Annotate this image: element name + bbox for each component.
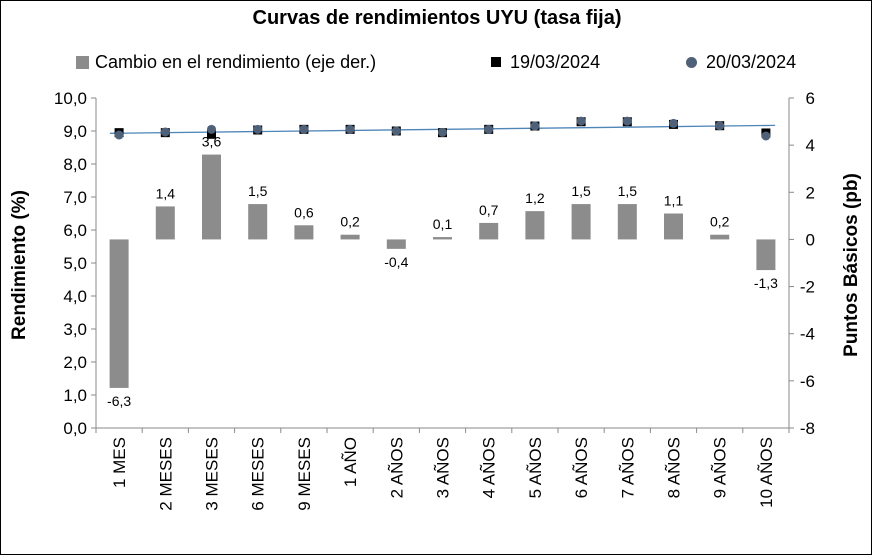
y-tick-label-left: 1,0 bbox=[63, 386, 87, 405]
bar-change bbox=[294, 225, 314, 240]
marker-20-03 bbox=[345, 124, 355, 134]
bar-change bbox=[710, 234, 730, 240]
bar-change bbox=[433, 237, 452, 240]
bar-change bbox=[525, 211, 545, 240]
y-tick-label-right: -8 bbox=[800, 419, 815, 438]
y-tick-label-right: -2 bbox=[800, 278, 815, 297]
bar-change bbox=[109, 239, 129, 388]
bar-change bbox=[248, 204, 268, 240]
x-tick-label: 6 MESES bbox=[249, 437, 268, 511]
legend-swatch-square bbox=[491, 57, 501, 67]
x-tick-label: 10 AÑOS bbox=[757, 437, 776, 508]
bar-data-label: 3,6 bbox=[202, 134, 222, 150]
marker-20-03 bbox=[207, 124, 216, 134]
legend-label-change: Cambio en el rendimiento (eje der.) bbox=[95, 51, 377, 72]
y-tick-label-right: -4 bbox=[800, 325, 815, 344]
x-tick-label: 2 AÑOS bbox=[387, 437, 406, 498]
marker-20-03 bbox=[715, 121, 725, 131]
y-tick-label-left: 6,0 bbox=[63, 221, 87, 240]
marker-20-03 bbox=[438, 127, 447, 137]
x-tick-label: 7 AÑOS bbox=[618, 437, 637, 498]
bar-change bbox=[479, 222, 499, 240]
y-tick-label-right: 0 bbox=[806, 230, 815, 249]
marker-20-03 bbox=[622, 116, 632, 126]
y-tick-label-left: 4,0 bbox=[63, 287, 87, 306]
bar-data-label: 1,1 bbox=[664, 193, 684, 209]
x-tick-label: 5 AÑOS bbox=[526, 437, 545, 498]
legend-swatch-dot bbox=[686, 56, 697, 68]
bar-data-label: -1,3 bbox=[754, 275, 778, 291]
chart-title: Curvas de rendimientos UYU (tasa fija) bbox=[252, 7, 622, 29]
x-tick-label: 9 AÑOS bbox=[711, 437, 730, 498]
marker-20-03 bbox=[160, 127, 170, 137]
y-tick-label-left: 8,0 bbox=[63, 155, 87, 174]
legend-label-19-03: 19/03/2024 bbox=[510, 51, 601, 72]
y-tick-label-right: -6 bbox=[800, 372, 815, 391]
bar-data-label: 1,5 bbox=[248, 183, 268, 199]
y-tick-label-left: 0,0 bbox=[63, 419, 87, 438]
bar-data-label: 0,6 bbox=[294, 204, 314, 220]
marker-20-03 bbox=[114, 130, 124, 140]
bar-data-label: 0,2 bbox=[340, 214, 360, 230]
x-tick-label: 2 MESES bbox=[156, 437, 175, 511]
marker-20-03 bbox=[391, 126, 401, 136]
y-tick-label-left: 2,0 bbox=[63, 353, 87, 372]
y-tick-label-right: 4 bbox=[806, 136, 815, 155]
bar-change bbox=[202, 154, 221, 240]
y-tick-label-left: 5,0 bbox=[63, 254, 87, 273]
marker-20-03 bbox=[484, 124, 494, 134]
y-tick-label-left: 7,0 bbox=[63, 188, 87, 207]
bar-change bbox=[340, 234, 360, 240]
y-tick-label-right: 6 bbox=[806, 89, 815, 108]
bar-data-label: 1,5 bbox=[571, 183, 591, 199]
legend-item-20-03: 20/03/2024 bbox=[686, 50, 796, 74]
bar-data-label: 0,2 bbox=[710, 214, 730, 230]
bar-change bbox=[617, 204, 637, 240]
legend-label-20-03: 20/03/2024 bbox=[706, 51, 797, 72]
marker-19-03 bbox=[207, 129, 216, 139]
bar-change bbox=[756, 239, 776, 271]
legend-item-change: Cambio en el rendimiento (eje der.) bbox=[76, 50, 376, 74]
legend-swatch-bar bbox=[76, 55, 89, 69]
bar-data-label: 1,4 bbox=[156, 185, 176, 201]
marker-20-03 bbox=[530, 121, 540, 131]
marker-20-03 bbox=[576, 116, 586, 126]
y-tick-label-left: 9,0 bbox=[63, 122, 87, 141]
x-tick-label: 8 AÑOS bbox=[665, 437, 684, 498]
bar-data-label: 0,7 bbox=[479, 202, 499, 218]
x-tick-label: 1 MES bbox=[110, 437, 129, 488]
bar-change bbox=[386, 239, 406, 249]
legend-item-19-03: 19/03/2024 bbox=[491, 50, 600, 74]
bar-data-label: 1,5 bbox=[618, 183, 638, 199]
x-tick-label: 3 AÑOS bbox=[434, 437, 453, 498]
y-tick-label-right: 2 bbox=[806, 183, 815, 202]
bar-change bbox=[571, 204, 591, 240]
bar-data-label: 1,2 bbox=[525, 190, 545, 206]
marker-20-03 bbox=[299, 124, 309, 134]
x-tick-label: 6 AÑOS bbox=[572, 437, 591, 498]
bar-data-label: -6,3 bbox=[107, 393, 131, 409]
x-tick-label: 4 AÑOS bbox=[480, 437, 499, 498]
x-tick-label: 1 AÑO bbox=[341, 437, 360, 487]
marker-20-03 bbox=[761, 131, 771, 141]
bar-change bbox=[664, 213, 683, 240]
bar-data-label: 0,1 bbox=[433, 216, 453, 232]
bar-change bbox=[155, 206, 175, 240]
x-tick-label: 9 MESES bbox=[295, 437, 314, 511]
x-tick-label: 3 MESES bbox=[203, 437, 222, 511]
bar-data-label: -0,4 bbox=[384, 254, 408, 270]
y-tick-label-left: 3,0 bbox=[63, 320, 87, 339]
marker-20-03 bbox=[253, 124, 263, 134]
marker-20-03 bbox=[669, 118, 678, 128]
y-tick-label-left: 10,0 bbox=[54, 89, 87, 108]
